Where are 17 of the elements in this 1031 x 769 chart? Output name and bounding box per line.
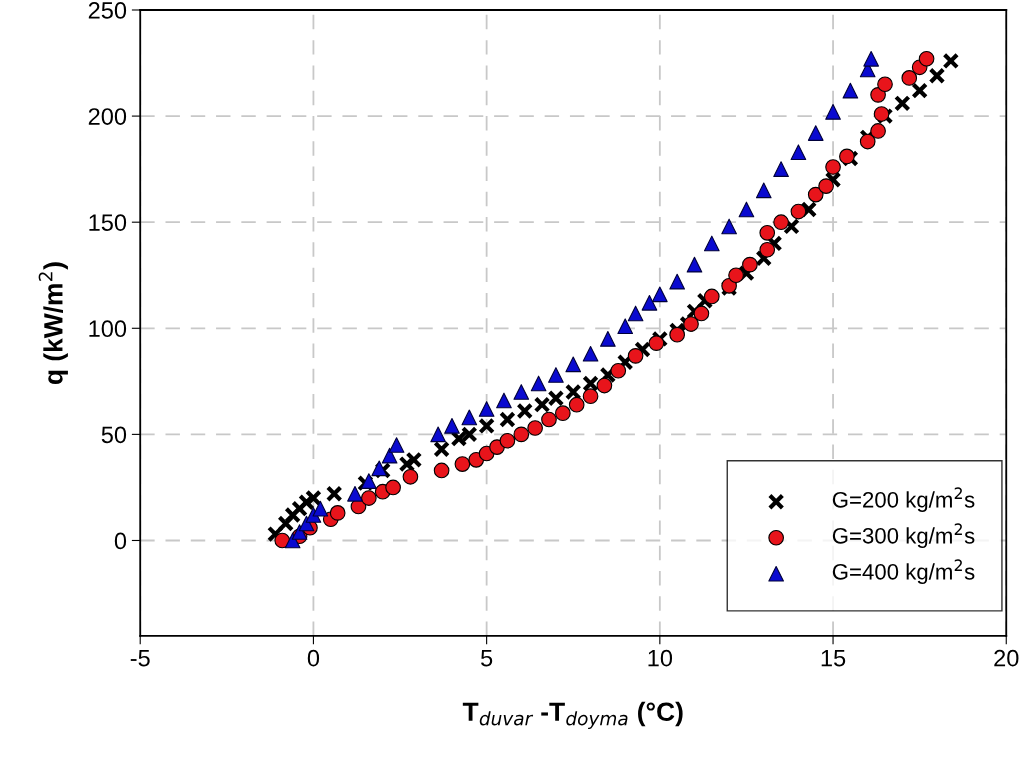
x-axis-title: T$_{duvar}$ -T$_{doyma}$ (°C): [462, 701, 683, 730]
y-tick-label: 150: [89, 214, 127, 231]
legend-label: G=300 kg/m$^{2}$s: [832, 523, 975, 549]
y-axis-title: q (kW/m$^{2}$): [38, 262, 68, 385]
y-tick-label: 0: [114, 532, 127, 550]
legend-label: G=400 kg/m$^{2}$s: [832, 559, 975, 585]
legend-label: G=200 kg/m$^{2}$s: [832, 487, 975, 513]
y-tick-label: 100: [89, 320, 127, 338]
x-tick-label: 10: [648, 649, 673, 667]
x-tick-label: -5: [130, 650, 150, 667]
x-tick-label: 15: [821, 650, 846, 667]
x-tick-label: 20: [994, 649, 1019, 667]
x-tick-label: 0: [307, 649, 320, 667]
y-tick-label: 50: [101, 426, 127, 444]
x-tick-label: 5: [481, 650, 493, 667]
y-tick-label: 200: [88, 108, 127, 125]
y-tick-label: 250: [88, 2, 127, 19]
